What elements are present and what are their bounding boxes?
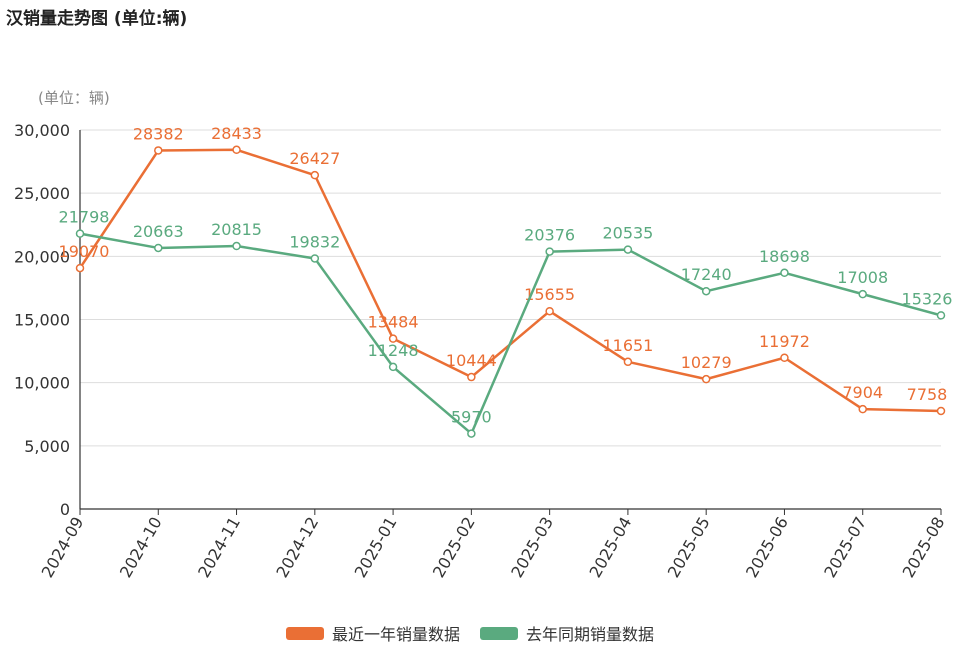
- legend[interactable]: 最近一年销量数据 去年同期销量数据: [286, 625, 654, 644]
- series-line: [79, 232, 942, 435]
- y-unit-label: (单位：辆): [38, 89, 110, 107]
- data-point: [232, 145, 241, 155]
- y-tick-label: 10,000: [14, 374, 70, 393]
- data-label: 20535: [602, 224, 653, 243]
- data-point: [858, 289, 867, 299]
- data-point: [623, 245, 633, 254]
- data-label: 17008: [837, 268, 888, 287]
- grid-lines: [80, 129, 941, 447]
- data-point: [154, 243, 163, 253]
- series-2: 21798 20663 20815 19832 11248 5970 20376 20535 1…: [59, 208, 953, 438]
- legend-swatch: [286, 627, 324, 640]
- data-point: [310, 254, 320, 263]
- data-point: [310, 170, 320, 180]
- legend-label: 去年同期销量数据: [526, 625, 654, 644]
- data-label: 5970: [451, 408, 492, 427]
- data-label: 19832: [289, 232, 340, 251]
- data-label: 10279: [681, 353, 732, 372]
- x-tick-label: 2025-07: [820, 514, 870, 581]
- data-label: 20376: [524, 226, 575, 245]
- data-point: [75, 263, 85, 273]
- legend-label: 最近一年销量数据: [332, 625, 460, 644]
- axes: [79, 130, 942, 515]
- series-group: 19070 28382 28433 26427 13484 10444 15655 11651…: [59, 124, 953, 438]
- data-point: [701, 374, 711, 384]
- x-tick-label: 2025-03: [507, 514, 557, 581]
- x-tick-label: 2025-05: [664, 514, 714, 581]
- legend-item-1[interactable]: 最近一年销量数据: [286, 625, 460, 644]
- data-label: 7758: [907, 385, 948, 404]
- x-tick-label: 2024-12: [272, 514, 322, 581]
- data-point: [780, 353, 789, 363]
- x-tick-label: 2025-04: [585, 514, 635, 581]
- data-label: 13484: [368, 313, 419, 332]
- data-point: [701, 286, 711, 296]
- data-label: 15655: [524, 285, 575, 304]
- data-point: [467, 429, 476, 438]
- series-1: 19070 28382 28433 26427 13484 10444 15655 11651…: [59, 124, 948, 416]
- x-tick-label: 2024-11: [194, 514, 244, 581]
- y-tick-label: 25,000: [14, 184, 70, 203]
- data-label: 28433: [211, 124, 262, 143]
- data-point: [623, 357, 633, 367]
- data-point: [232, 241, 241, 251]
- data-label: 11248: [368, 341, 419, 360]
- data-point: [936, 311, 946, 320]
- data-point: [780, 268, 789, 278]
- data-label: 28382: [133, 124, 184, 143]
- data-point: [388, 362, 398, 372]
- x-tick-label: 2025-01: [351, 514, 401, 581]
- page-title: 汉销量走势图 (单位:辆): [6, 9, 188, 29]
- legend-item-2[interactable]: 去年同期销量数据: [480, 625, 654, 644]
- data-label: 11651: [602, 336, 653, 355]
- data-label: 26427: [289, 149, 340, 168]
- x-tick-label: 2025-08: [899, 514, 949, 581]
- data-point: [75, 229, 85, 238]
- data-label: 10444: [446, 351, 497, 370]
- data-label: 21798: [59, 208, 110, 227]
- x-tick-label: 2024-09: [38, 514, 88, 581]
- x-tick-label: 2025-02: [429, 514, 479, 581]
- y-tick-label: 5,000: [24, 437, 70, 456]
- data-label: 11972: [759, 332, 810, 351]
- x-tick-label: 2025-06: [742, 514, 792, 581]
- legend-swatch: [480, 627, 518, 640]
- data-point: [467, 372, 476, 382]
- data-label: 20815: [211, 220, 262, 239]
- data-label: 7904: [842, 383, 883, 402]
- data-label: 18698: [759, 247, 810, 266]
- data-point: [545, 247, 554, 256]
- y-tick-label: 30,000: [14, 121, 70, 140]
- y-tick-label: 20,000: [14, 247, 70, 266]
- data-point: [936, 406, 946, 416]
- data-label: 20663: [133, 222, 184, 241]
- data-point: [545, 306, 554, 316]
- data-label: 19070: [59, 242, 110, 261]
- data-label: 15326: [902, 289, 953, 308]
- data-point: [858, 404, 867, 414]
- y-tick-label: 0: [60, 500, 70, 519]
- y-tick-label: 15,000: [14, 311, 70, 330]
- data-point: [154, 146, 163, 155]
- data-label: 17240: [681, 265, 732, 284]
- x-tick-labels: 2024-09 2024-10 2024-11 2024-12 2025-01 2025-…: [38, 514, 949, 581]
- y-tick-labels: 0 5,000 10,000 15,000 20,000 25,000 30,000: [14, 121, 70, 519]
- data-point: [388, 334, 398, 343]
- x-tick-label: 2024-10: [116, 514, 166, 581]
